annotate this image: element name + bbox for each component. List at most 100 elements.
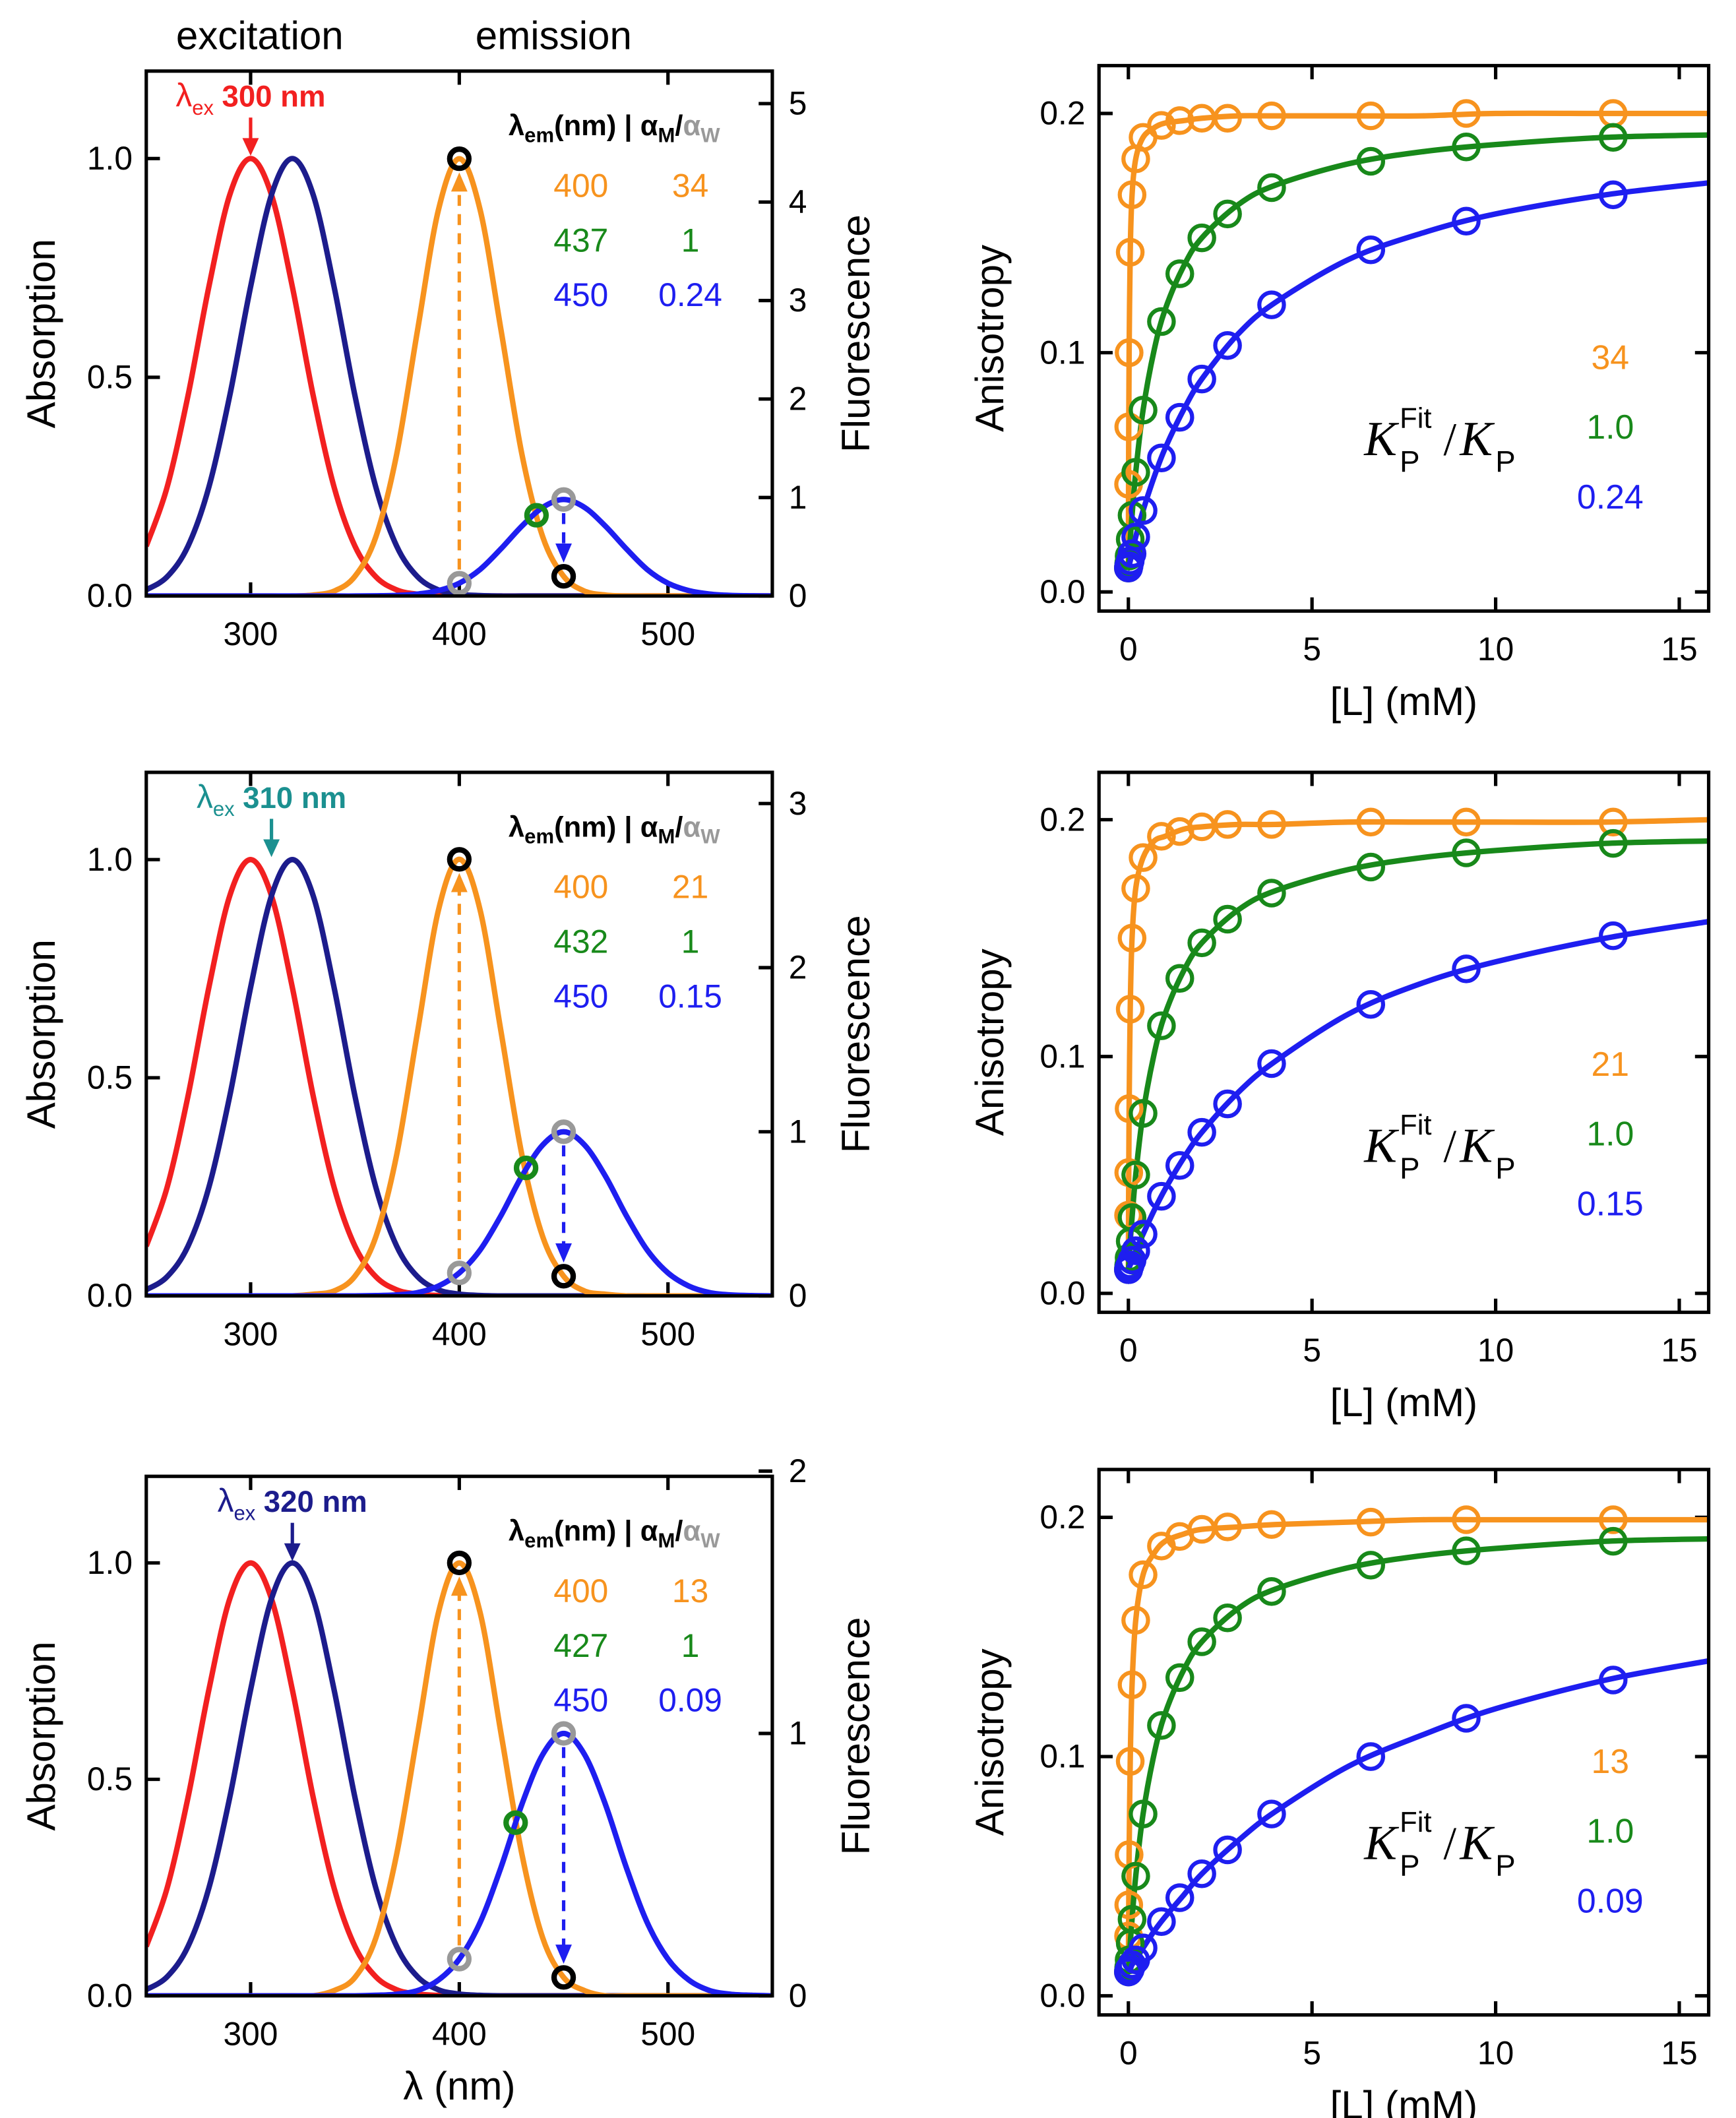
- data-point: [1213, 810, 1242, 839]
- data-point: [1165, 964, 1194, 993]
- x-tick-label: 300: [223, 1315, 278, 1352]
- legend-ratio: 21: [672, 869, 708, 906]
- top-label: emission: [476, 14, 632, 58]
- data-point: [1356, 1742, 1386, 1771]
- data-point: [1213, 904, 1242, 934]
- legend-ratio: 1: [681, 222, 700, 259]
- data-point: [1115, 995, 1145, 1024]
- y2-axis-label: Fluorescence: [834, 915, 878, 1153]
- data-point: [1121, 1605, 1150, 1635]
- legend-header-part: /: [675, 110, 683, 142]
- legend-header-part: em: [524, 1529, 554, 1552]
- excitation-symbol: λ: [197, 778, 213, 815]
- data-point: [1147, 1181, 1176, 1211]
- data-point: [1165, 106, 1194, 135]
- x-tick-label: 5: [1303, 631, 1321, 668]
- excitation-sub: ex: [233, 1502, 255, 1525]
- data-point: [1117, 923, 1147, 953]
- data-point: [1356, 235, 1386, 265]
- spectrum-line: [146, 1560, 772, 1996]
- data-point: [1599, 1666, 1628, 1695]
- data-point: [1129, 1933, 1158, 1962]
- data-point: [1147, 1711, 1176, 1740]
- ratio-label: 1.0: [1586, 408, 1634, 446]
- legend-wavelength: 432: [553, 923, 608, 960]
- data-point: [1147, 822, 1176, 851]
- x-tick-label: 300: [223, 2015, 278, 2052]
- data-point: [1129, 1560, 1158, 1590]
- plot-frame: [144, 69, 774, 598]
- spectrum-line: [146, 156, 772, 596]
- y2-tick-label: 1: [789, 479, 807, 516]
- kp-sub: P: [1495, 1848, 1515, 1882]
- data-point: [1257, 879, 1286, 908]
- x-tick-label: 400: [432, 615, 487, 652]
- spectrum-line: [146, 1129, 772, 1296]
- data-point: [1356, 146, 1386, 176]
- data-point: [1129, 843, 1158, 872]
- y-axis-label: Anisotropy: [968, 949, 1012, 1136]
- data-point: [1257, 1799, 1286, 1828]
- legend-header-part: /: [675, 1516, 683, 1547]
- kp-k: K: [1363, 1816, 1399, 1870]
- spectrum-line: [146, 1560, 772, 1996]
- legend-wavelength: 427: [553, 1627, 608, 1664]
- data-point: [1452, 1505, 1481, 1534]
- y-tick-label: 0.2: [1039, 801, 1085, 838]
- data-point: [1257, 1049, 1286, 1078]
- plot-frame: [144, 770, 774, 1298]
- data-point: [1165, 402, 1194, 432]
- data-point: [1213, 199, 1242, 229]
- kp-slash: /: [1443, 1818, 1456, 1869]
- excitation-label: λex 320 nm: [218, 1482, 367, 1524]
- ratio-label: 0.09: [1577, 1881, 1644, 1919]
- marker: [551, 1264, 576, 1289]
- y-tick-label: 1.0: [87, 841, 133, 878]
- x-tick-label: 10: [1477, 2034, 1514, 2071]
- arrow-head: [263, 839, 280, 857]
- data-point: [1356, 101, 1386, 131]
- x-axis-label: λ (nm): [403, 2064, 515, 2108]
- data-point: [1257, 173, 1286, 202]
- data-point: [1213, 1512, 1242, 1542]
- data-point: [1187, 1859, 1216, 1888]
- legend-wavelength: 450: [553, 1682, 608, 1719]
- y-tick-label: 0.2: [1039, 95, 1085, 132]
- kp-k: K: [1459, 1816, 1495, 1870]
- legend-header-part: W: [700, 825, 720, 848]
- legend-header-part: (nm) | α: [554, 110, 658, 142]
- ratio-label: 0.24: [1577, 478, 1644, 516]
- data-point: [1115, 1747, 1145, 1776]
- data-point: [1257, 290, 1286, 319]
- excitation-text: 300 nm: [222, 80, 325, 113]
- legend-ratio: 34: [672, 167, 708, 204]
- data-point: [1165, 259, 1194, 288]
- data-point: [1147, 307, 1176, 336]
- data-point: [1452, 954, 1481, 983]
- x-tick-label: 5: [1303, 1332, 1321, 1369]
- y2-tick-label: 2: [789, 949, 807, 986]
- legend-wavelength: 450: [553, 276, 608, 313]
- marker: [447, 1261, 472, 1286]
- data-point: [1356, 1507, 1386, 1537]
- spectrum-line: [146, 1560, 772, 1996]
- legend-header-part: λ: [509, 110, 524, 142]
- data-point: [1452, 807, 1481, 837]
- data-point: [1257, 1510, 1286, 1540]
- data-point: [1117, 1670, 1147, 1700]
- x-axis-label: [L] (mM): [1330, 2083, 1478, 2118]
- data-point: [1187, 1117, 1216, 1147]
- marker: [551, 1965, 576, 1990]
- data-point: [1452, 99, 1481, 128]
- y2-tick-label: 2: [789, 1452, 807, 1489]
- kp-k: K: [1363, 1119, 1399, 1173]
- data-point: [1452, 838, 1481, 867]
- legend-header-part: α: [683, 110, 700, 142]
- plot-frame: [1097, 770, 1711, 1315]
- data-point: [1121, 1236, 1150, 1265]
- legend-wavelength: 400: [553, 167, 608, 204]
- excitation-label: λex 310 nm: [197, 778, 346, 821]
- kp-sub: P: [1400, 445, 1419, 478]
- data-point: [1452, 1536, 1481, 1565]
